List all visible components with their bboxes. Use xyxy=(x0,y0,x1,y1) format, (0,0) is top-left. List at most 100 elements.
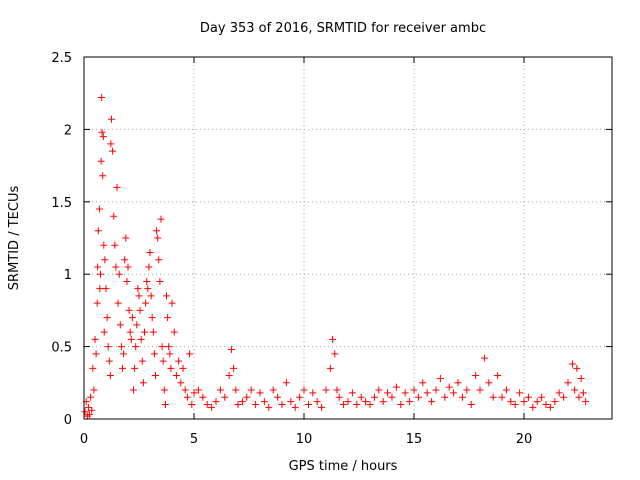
data-point xyxy=(234,401,242,409)
x-tick-label: 5 xyxy=(190,432,198,447)
data-point xyxy=(84,403,92,411)
data-point xyxy=(99,133,107,141)
x-tick-label: 15 xyxy=(406,432,423,447)
data-point xyxy=(89,364,97,372)
data-point xyxy=(132,343,140,351)
data-point xyxy=(166,350,174,358)
data-point xyxy=(370,393,378,401)
data-point xyxy=(105,357,113,365)
x-tick-labels: 0 5 10 15 20 xyxy=(80,432,532,447)
data-point xyxy=(104,343,112,351)
data-point xyxy=(134,285,142,293)
y-tick-label: 0.5 xyxy=(51,341,72,356)
data-point xyxy=(329,335,337,343)
data-point xyxy=(116,321,124,329)
data-point xyxy=(269,386,277,394)
data-point xyxy=(177,379,185,387)
x-tick-label: 20 xyxy=(516,432,533,447)
data-point xyxy=(127,335,135,343)
data-point xyxy=(133,321,141,329)
data-point xyxy=(163,292,170,300)
data-point xyxy=(485,379,493,387)
data-point xyxy=(551,398,559,406)
data-point xyxy=(340,401,348,409)
data-point xyxy=(131,364,139,372)
data-point xyxy=(516,389,524,397)
data-point xyxy=(524,393,532,401)
data-point xyxy=(147,292,155,300)
x-tick-label: 10 xyxy=(296,432,313,447)
data-point xyxy=(119,364,126,372)
data-point xyxy=(135,292,143,300)
data-point xyxy=(256,389,264,397)
y-tick-label: 0 xyxy=(64,413,72,428)
data-point xyxy=(467,401,475,409)
data-point xyxy=(322,386,330,394)
data-point xyxy=(101,256,109,264)
data-point xyxy=(98,94,106,102)
data-point xyxy=(160,386,168,394)
data-point xyxy=(247,386,255,394)
data-point xyxy=(520,398,528,406)
data-point xyxy=(463,386,471,394)
data-point xyxy=(575,393,583,401)
data-point xyxy=(362,398,370,406)
data-points xyxy=(81,94,590,420)
data-point xyxy=(128,314,136,322)
data-point xyxy=(309,389,317,397)
data-point xyxy=(154,234,162,242)
data-point xyxy=(441,393,449,401)
data-point xyxy=(287,398,295,406)
data-point xyxy=(145,263,153,271)
data-point xyxy=(230,364,238,372)
data-point xyxy=(564,379,572,387)
data-point xyxy=(344,398,352,406)
data-point xyxy=(432,386,440,394)
data-point xyxy=(109,147,117,155)
data-point xyxy=(406,398,414,406)
data-point xyxy=(186,350,194,358)
data-point xyxy=(274,393,282,401)
data-point xyxy=(502,386,510,394)
data-point xyxy=(313,398,321,406)
data-point xyxy=(357,393,365,401)
data-point xyxy=(265,403,273,411)
data-point xyxy=(300,386,308,394)
data-point xyxy=(100,241,108,249)
data-point xyxy=(335,393,343,401)
data-point xyxy=(216,386,224,394)
data-point xyxy=(423,389,431,397)
data-point xyxy=(142,299,150,307)
data-point xyxy=(114,299,122,307)
data-point xyxy=(111,241,119,249)
data-point xyxy=(130,386,137,394)
data-point xyxy=(100,328,108,336)
data-point xyxy=(472,372,480,380)
data-point xyxy=(573,364,581,372)
data-point xyxy=(414,393,422,401)
data-point xyxy=(366,401,374,409)
data-point xyxy=(168,299,176,307)
data-point xyxy=(95,205,103,213)
data-point xyxy=(278,401,286,409)
y-tick-labels: 0 0.5 1 1.5 2 2.5 xyxy=(51,51,72,428)
data-point xyxy=(96,285,104,293)
data-point xyxy=(375,386,383,394)
data-point xyxy=(260,398,268,406)
data-point xyxy=(149,328,157,336)
data-point xyxy=(458,393,466,401)
data-point xyxy=(107,140,115,148)
data-point xyxy=(489,393,497,401)
data-point xyxy=(92,350,100,358)
data-point xyxy=(194,386,202,394)
data-point xyxy=(331,350,339,358)
data-point xyxy=(529,403,537,411)
data-point xyxy=(136,306,144,314)
data-point xyxy=(170,328,178,336)
data-point xyxy=(419,379,427,387)
data-point xyxy=(156,277,164,285)
data-point xyxy=(157,215,165,223)
data-point xyxy=(86,411,93,419)
